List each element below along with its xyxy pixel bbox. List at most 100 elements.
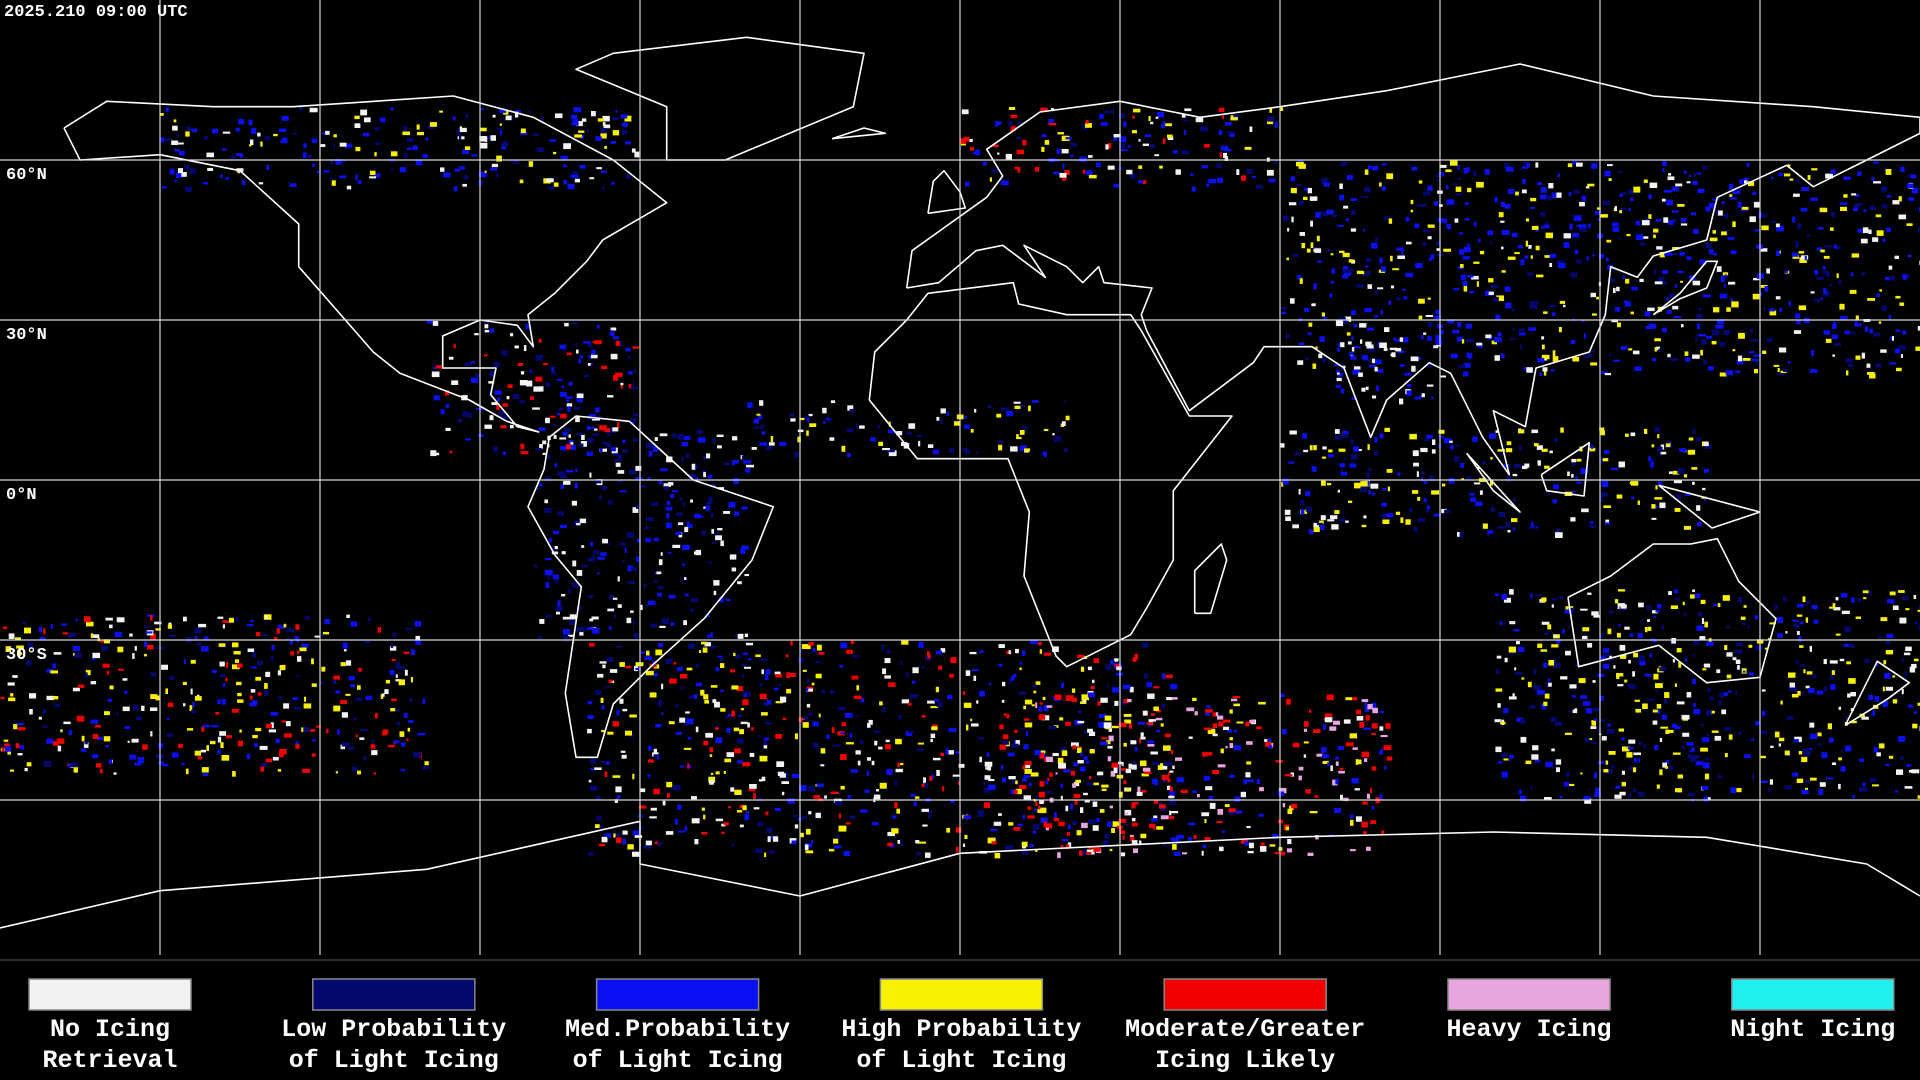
icing-pixel [1604,449,1610,455]
icing-pixel [1889,362,1896,365]
icing-pixel [908,423,916,429]
icing-pixel [210,740,216,745]
icing-pixel [716,724,719,728]
icing-pixel [1663,217,1669,223]
icing-pixel [1622,747,1628,752]
icing-pixel [1023,774,1030,778]
icing-pixel [755,848,763,854]
icing-pixel [1001,777,1007,783]
icing-pixel [237,699,244,703]
icing-pixel [765,811,769,816]
icing-pixel [1827,723,1832,730]
icing-pixel [1655,689,1659,692]
icing-pixel [1458,365,1466,368]
icing-pixel [1080,752,1083,757]
icing-pixel [1021,727,1025,730]
icing-pixel [1570,490,1576,495]
icing-pixel [1587,183,1595,187]
icing-pixel [809,423,817,427]
icing-pixel [43,710,46,714]
icing-pixel [1292,524,1299,529]
icing-pixel [1078,710,1081,713]
icing-pixel [627,581,635,584]
icing-pixel [1504,286,1511,292]
icing-pixel [1507,256,1516,260]
icing-pixel [1288,202,1297,206]
icing-pixel [738,714,742,717]
icing-pixel [150,707,158,711]
icing-pixel [1783,173,1791,177]
icing-pixel [404,669,408,676]
icing-pixel [1779,347,1787,353]
icing-pixel [1656,246,1663,250]
icing-pixel [1125,812,1128,815]
icing-pixel [636,538,640,543]
icing-pixel [745,642,754,646]
icing-pixel [717,445,722,449]
icing-pixel [348,676,355,681]
icing-pixel [221,148,227,151]
icing-pixel [597,673,604,678]
icing-pixel [694,513,701,519]
icing-pixel [1201,812,1210,817]
icing-pixel [1885,276,1890,281]
icing-pixel [1387,486,1390,492]
icing-pixel [17,727,26,731]
icing-pixel [339,175,347,179]
icing-pixel [1000,407,1009,411]
icing-pixel [1015,648,1019,654]
icing-pixel [1340,161,1348,167]
icing-pixel [1618,623,1621,627]
icing-pixel [299,647,307,652]
icing-pixel [1664,252,1672,256]
icing-pixel [587,128,589,133]
icing-pixel [969,651,977,655]
icing-pixel [260,766,265,772]
icing-pixel [608,626,612,630]
icing-pixel [833,838,839,844]
icing-pixel [621,129,628,135]
icing-pixel [1401,251,1404,256]
icing-pixel [1327,762,1330,766]
icing-pixel [1501,594,1507,600]
icing-pixel [1162,843,1167,847]
icing-pixel [1559,300,1566,304]
icing-pixel [1355,709,1361,715]
icing-pixel [546,382,551,388]
icing-pixel [609,669,618,673]
icing-pixel [636,557,640,563]
icing-pixel [1619,207,1627,210]
icing-pixel [998,440,1004,444]
icing-pixel [1798,751,1803,755]
icing-pixel [677,433,685,440]
icing-pixel [1370,483,1379,489]
icing-pixel [1353,366,1361,370]
icing-pixel [1831,762,1837,765]
icing-pixel [1123,742,1127,747]
icing-pixel [1513,629,1520,632]
icing-pixel [1175,169,1181,175]
icing-pixel [608,427,616,433]
icing-pixel [1104,110,1111,114]
icing-pixel [1347,341,1352,345]
icing-pixel [1381,266,1386,272]
icing-pixel [1062,163,1065,169]
icing-pixel [1373,450,1379,456]
icing-pixel [1592,680,1596,683]
icing-pixel [1696,625,1704,631]
icing-pixel [499,123,502,126]
icing-pixel [1584,798,1592,804]
icing-pixel [702,647,708,653]
icing-pixel [1725,370,1734,376]
icing-pixel [569,619,576,625]
icing-pixel [1654,505,1658,509]
icing-pixel [1509,621,1516,625]
icing-pixel [732,436,738,441]
icing-pixel [1583,795,1591,800]
icing-pixel [1725,626,1730,629]
icing-pixel [129,633,133,637]
icing-pixel [604,146,607,149]
icing-pixel [622,708,628,712]
icing-pixel [1700,723,1705,726]
icing-pixel [63,721,71,725]
